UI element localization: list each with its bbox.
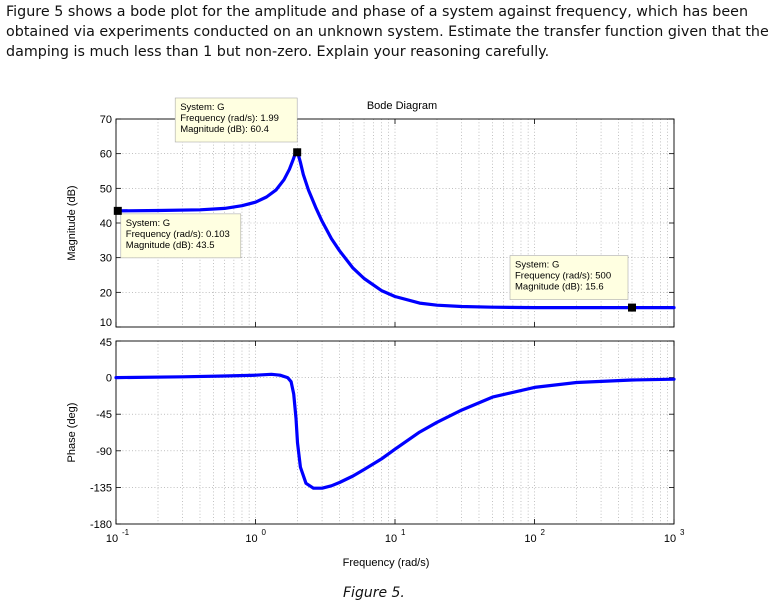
datatip-box: [509, 255, 629, 300]
datatip-marker: [113, 206, 122, 215]
datatip-box: [120, 213, 242, 259]
y-tick-label: -45: [96, 409, 112, 421]
datatip-text: Magnitude (dB): 60.4: [180, 124, 269, 135]
phase-ylabel: Phase (deg): [66, 403, 78, 463]
figure-caption: Figure 5.: [343, 585, 405, 601]
y-tick-label: 45: [100, 337, 112, 349]
chart-title: Bode Diagram: [367, 100, 437, 112]
y-tick-label: 0: [106, 373, 112, 385]
datatip-marker: [293, 148, 302, 157]
datatip-text: Frequency (rad/s): 0.103: [126, 229, 230, 240]
curves: [114, 150, 676, 490]
datatip-text: System: G: [180, 102, 224, 113]
x-axis-label: Frequency (rad/s): [343, 557, 430, 569]
datatip-marker: [628, 303, 637, 312]
y-tick-label: -135: [90, 482, 112, 494]
y-tick-label: 30: [100, 253, 112, 265]
datatip-text: System: G: [515, 260, 559, 271]
y-tick-label: 60: [100, 149, 112, 161]
y-tick-label: -90: [96, 446, 112, 458]
y-tick-label: 10: [100, 317, 112, 329]
x-tick-exponent: 1: [401, 528, 406, 537]
datatip-text: System: G: [126, 218, 170, 229]
phase-curve: [114, 372, 676, 490]
datatip-text: Frequency (rad/s): 1.99: [180, 113, 279, 124]
x-tick-exponent: 2: [541, 528, 546, 537]
y-tick-label: 40: [100, 218, 112, 230]
x-tick-label: 10: [106, 533, 118, 545]
grid: [116, 119, 674, 524]
magnitude-curve: [114, 150, 676, 310]
y-tick-label: -180: [90, 519, 112, 531]
x-tick-exponent: -1: [122, 528, 130, 537]
datatip-box: [174, 97, 298, 143]
magnitude-ylabel: Magnitude (dB): [66, 185, 78, 260]
y-tick-label: 20: [100, 287, 112, 299]
y-tick-label: 70: [100, 114, 112, 126]
phase-axes-box: [115, 340, 675, 525]
x-tick-label: 10: [524, 533, 536, 545]
x-tick-label: 10: [385, 533, 397, 545]
datatip-text: Magnitude (dB): 43.5: [126, 240, 215, 251]
x-tick-exponent: 3: [680, 528, 685, 537]
x-tick-label: 10: [664, 533, 676, 545]
question-text: Figure 5 shows a bode plot for the ampli…: [6, 4, 769, 60]
datatip-text: Magnitude (dB): 15.6: [515, 282, 604, 293]
x-tick-label: 10: [245, 533, 257, 545]
y-tick-label: 50: [100, 183, 112, 195]
x-tick-exponent: 0: [262, 528, 267, 537]
datatip-text: Frequency (rad/s): 500: [515, 271, 611, 282]
